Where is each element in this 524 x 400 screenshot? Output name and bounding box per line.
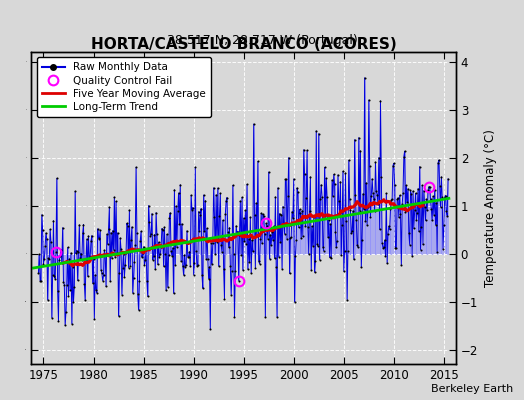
Text: Berkeley Earth: Berkeley Earth	[431, 384, 514, 394]
Title: HORTA/CASTELO BRANCO (ACORES): HORTA/CASTELO BRANCO (ACORES)	[91, 37, 397, 52]
Legend: Raw Monthly Data, Quality Control Fail, Five Year Moving Average, Long-Term Tren: Raw Monthly Data, Quality Control Fail, …	[37, 57, 211, 117]
Text: 38.517 N, 28.717 W (Portugal): 38.517 N, 28.717 W (Portugal)	[167, 34, 357, 47]
Y-axis label: Temperature Anomaly (°C): Temperature Anomaly (°C)	[484, 129, 497, 287]
